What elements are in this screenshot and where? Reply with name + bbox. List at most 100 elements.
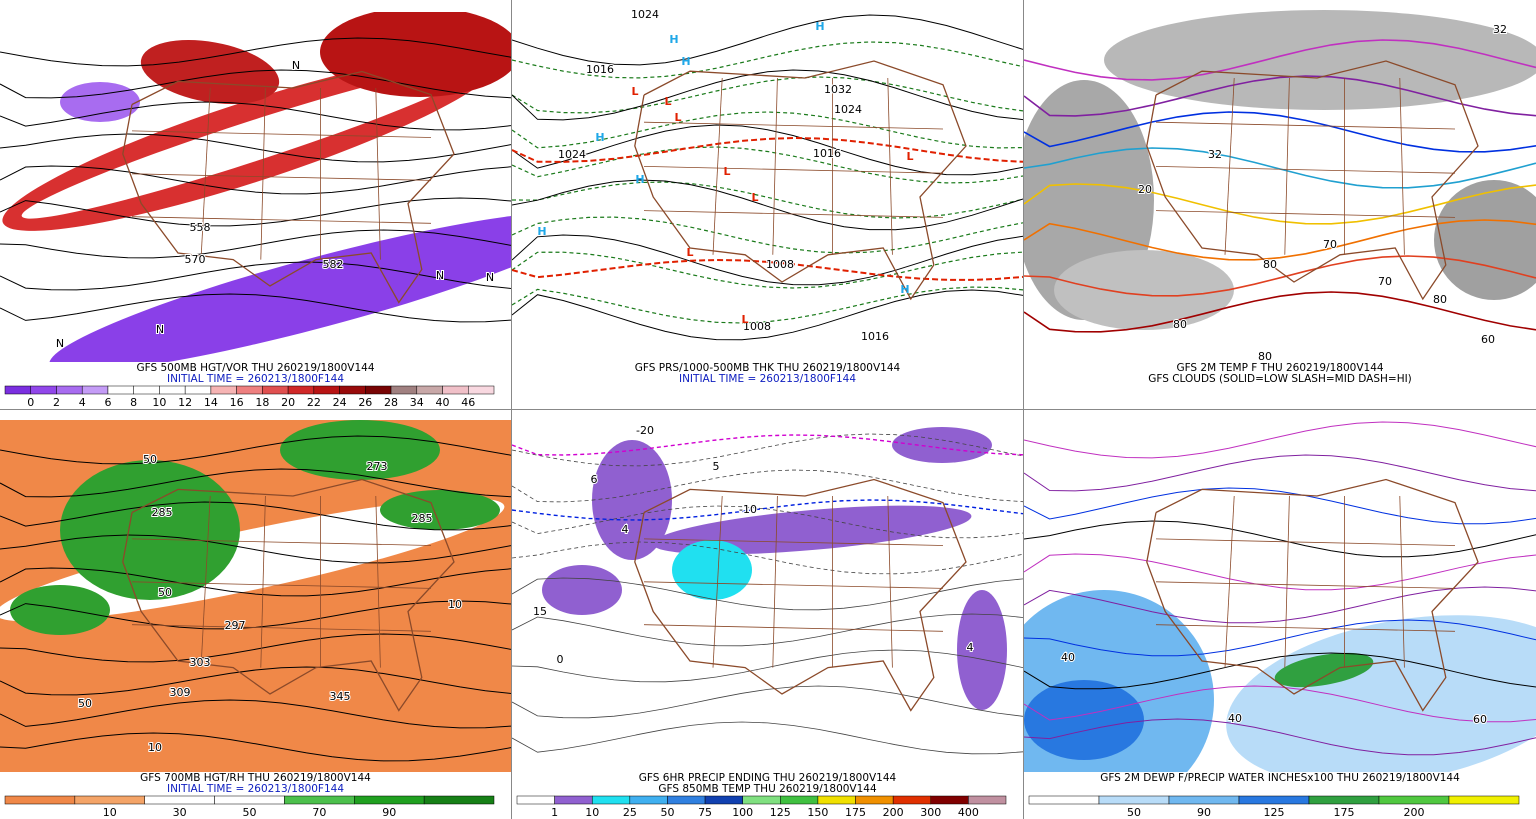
contour — [512, 251, 1023, 289]
map: 40 40 60 — [1024, 420, 1536, 772]
colorbar-label: 30 — [173, 806, 187, 819]
contour — [512, 179, 1023, 231]
map: 102410161032102410161008101610081024HHHH… — [512, 0, 1023, 362]
colorbar-label: 28 — [384, 396, 398, 409]
contour-label: 345 — [330, 690, 351, 703]
state-border — [712, 495, 723, 668]
contour-label: -20 — [636, 424, 654, 437]
contour-label: 15 — [533, 605, 547, 618]
contour-label: 5 — [713, 460, 720, 473]
state-border — [643, 538, 944, 546]
colorbar-swatch — [516, 795, 555, 805]
colorbar-label: 22 — [307, 396, 321, 409]
colorbar-label: 75 — [698, 806, 712, 819]
colorbar-swatch — [780, 795, 819, 805]
state-border — [1155, 624, 1456, 632]
contour-label: 4 — [622, 523, 629, 536]
colorbar-label: 10 — [152, 396, 166, 409]
contour — [0, 699, 511, 729]
colorbar-label: 90 — [382, 806, 396, 819]
contour — [1024, 291, 1536, 333]
shaded-area — [1434, 180, 1536, 300]
caption: GFS 2M DEWP F/PRECIP WATER INCHESx100 TH… — [1100, 772, 1460, 784]
colorbar-swatch — [892, 795, 932, 805]
coastline — [122, 478, 455, 712]
colorbar-label: 200 — [1404, 806, 1425, 819]
contour-label: N — [156, 323, 164, 336]
shaded-area — [1104, 10, 1536, 110]
pressure-center: H — [900, 283, 909, 296]
colorbar-label: 1 — [551, 806, 558, 819]
contour — [1024, 652, 1536, 690]
state-border — [1284, 77, 1290, 255]
state-border — [1399, 77, 1405, 255]
contour-label: 50 — [78, 697, 92, 710]
colorbar-label: 125 — [770, 806, 791, 819]
colorbar-swatch — [930, 795, 969, 805]
contour — [0, 633, 511, 663]
contour — [1024, 685, 1536, 723]
contour — [512, 69, 1023, 121]
colorbar-swatch — [968, 795, 1007, 805]
state-border — [712, 77, 723, 255]
pressure-center: L — [674, 111, 681, 124]
colorbar-label: 34 — [410, 396, 424, 409]
contour-label: 60 — [1473, 713, 1487, 726]
colorbar-label: 300 — [920, 806, 941, 819]
state-border — [375, 495, 381, 668]
contour-label: 70 — [1323, 238, 1337, 251]
contour-label: 4 — [967, 641, 974, 654]
state-border — [200, 495, 211, 668]
contour-label: 50 — [158, 586, 172, 599]
state-border — [131, 173, 432, 181]
colorbar-label: 125 — [1264, 806, 1285, 819]
colorbar-swatch — [1028, 795, 1100, 805]
contour-label: 1024 — [834, 103, 862, 116]
pressure-center: H — [815, 20, 824, 33]
colorbar-label: 150 — [807, 806, 828, 819]
contour — [0, 435, 511, 465]
pressure-center: L — [741, 313, 748, 326]
contour — [512, 434, 1023, 456]
colorbar-swatch — [107, 385, 134, 395]
shaded-area — [60, 460, 240, 600]
contour-label: 285 — [152, 506, 173, 519]
contour — [0, 534, 511, 564]
state-border — [1155, 581, 1456, 589]
shaded-area — [892, 427, 992, 463]
contour — [1024, 553, 1536, 591]
shaded-area — [10, 585, 110, 635]
contour — [512, 124, 1023, 176]
colorbar-swatch — [1168, 795, 1240, 805]
contour — [512, 541, 1023, 575]
shaded-area — [957, 590, 1007, 710]
contour — [1024, 111, 1536, 153]
state-border — [1399, 495, 1405, 668]
contour — [1024, 183, 1536, 225]
contour — [1024, 454, 1536, 492]
pressure-center: L — [686, 246, 693, 259]
pressure-center: L — [631, 85, 638, 98]
shaded-area — [542, 565, 622, 615]
shaded-area — [21, 65, 479, 219]
pressure-center: L — [906, 150, 913, 163]
pressure-center: H — [669, 33, 678, 46]
state-border — [1155, 538, 1456, 546]
contour-label: N — [292, 59, 300, 72]
state-border — [1155, 210, 1456, 218]
contour — [0, 37, 511, 67]
colorbar-swatch — [423, 795, 495, 805]
shaded-area — [672, 540, 752, 600]
contour-label: 50 — [143, 453, 157, 466]
contour-label: 80 — [1433, 293, 1447, 306]
colorbar-swatch — [236, 385, 263, 395]
contour-label: 40 — [1061, 651, 1075, 664]
colorbar-swatch — [159, 385, 186, 395]
caption: GFS 700MB HGT/RH THU 260219/1800V144 — [140, 772, 371, 784]
shaded-area — [1024, 680, 1144, 760]
shaded-area — [652, 505, 972, 555]
contour — [0, 732, 511, 762]
state-border — [1224, 495, 1235, 668]
caption: GFS PRS/1000-500MB THK THU 260219/1800V1… — [635, 362, 901, 374]
